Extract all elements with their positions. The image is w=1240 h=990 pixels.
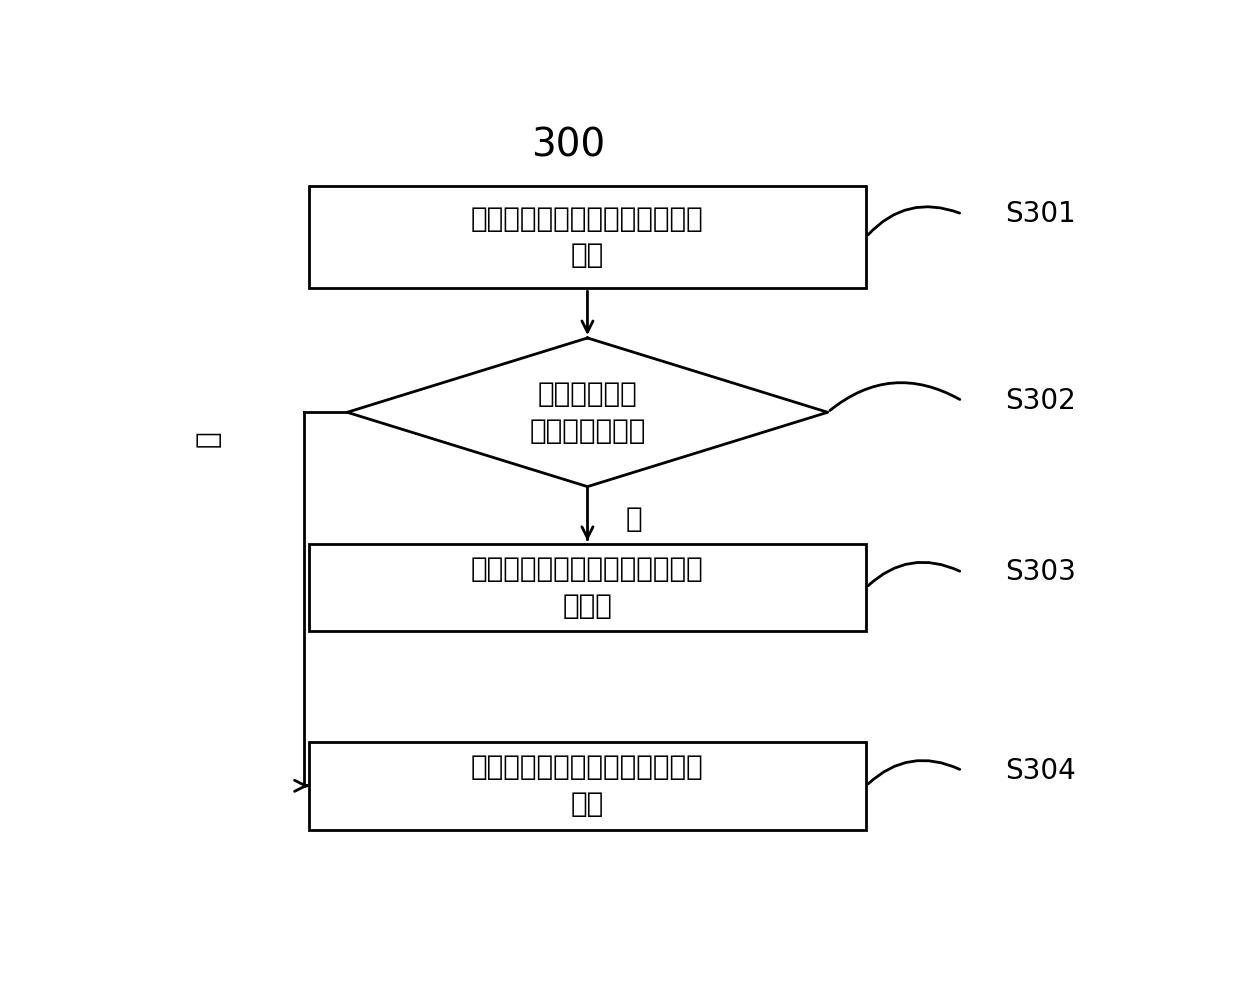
Text: 否: 否 xyxy=(193,431,222,447)
Text: 300: 300 xyxy=(531,127,605,164)
Text: S302: S302 xyxy=(1006,387,1076,415)
Text: 电子锁是否与
终端固定连接？: 电子锁是否与 终端固定连接？ xyxy=(529,380,646,445)
Text: S303: S303 xyxy=(1006,558,1076,586)
Text: 不建立终端与电子锁之间的数据
连接: 不建立终端与电子锁之间的数据 连接 xyxy=(471,753,704,818)
Text: 基于所述检测区域，检测可识别
芯片: 基于所述检测区域，检测可识别 芯片 xyxy=(471,205,704,269)
Bar xyxy=(309,185,866,288)
Text: 是: 是 xyxy=(626,505,642,533)
Bar xyxy=(309,742,866,830)
Text: 触发建立终端与电子锁之间的数
据连接: 触发建立终端与电子锁之间的数 据连接 xyxy=(471,555,704,620)
Text: S304: S304 xyxy=(1006,756,1076,784)
Bar xyxy=(309,544,866,632)
Polygon shape xyxy=(347,338,828,487)
Text: S301: S301 xyxy=(1006,200,1076,228)
